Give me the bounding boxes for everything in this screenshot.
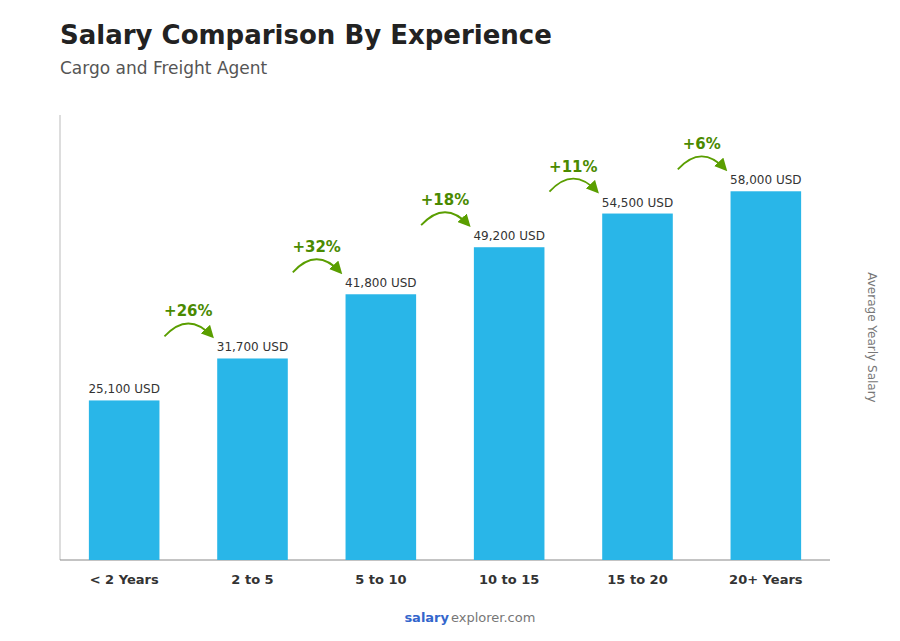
change-arrow <box>421 212 469 225</box>
title: Salary Comparison By Experience <box>60 20 552 50</box>
bars <box>89 191 801 560</box>
y-axis-label: Average Yearly Salary <box>865 272 879 402</box>
bar <box>731 191 802 560</box>
x-tick-label: 20+ Years <box>729 572 803 587</box>
change-label: +32% <box>292 238 340 256</box>
footer: explorer.com <box>451 610 535 625</box>
change-arrow <box>293 259 341 272</box>
change-arrow <box>164 323 212 336</box>
chart-svg: Salary Comparison By Experience Cargo and… <box>0 0 900 641</box>
subtitle: Cargo and Freight Agent <box>60 58 268 78</box>
y-axis-line <box>60 115 61 560</box>
background <box>0 0 900 641</box>
bar <box>602 214 673 560</box>
change-label: +26% <box>164 302 212 320</box>
change-arrow <box>678 156 726 169</box>
x-tick-label: 5 to 10 <box>355 572 406 587</box>
x-tick-label: < 2 Years <box>90 572 159 587</box>
data-label: 58,000 USD <box>730 173 801 187</box>
data-label: 54,500 USD <box>602 196 673 210</box>
bar <box>346 294 417 560</box>
chart-container: Salary Comparison By Experience Cargo and… <box>0 0 900 641</box>
bar <box>217 358 288 560</box>
footer: salary <box>404 610 449 625</box>
data-label: 49,200 USD <box>473 229 544 243</box>
bar <box>89 400 160 560</box>
change-label: +11% <box>549 158 597 176</box>
data-label: 31,700 USD <box>217 340 288 354</box>
data-label: 25,100 USD <box>88 382 159 396</box>
x-tick-label: 10 to 15 <box>479 572 539 587</box>
change-arrow <box>549 179 597 192</box>
data-label: 41,800 USD <box>345 276 416 290</box>
x-axis-line <box>60 560 830 561</box>
change-label: +18% <box>421 191 469 209</box>
change-label: +6% <box>683 135 721 153</box>
x-tick-label: 2 to 5 <box>231 572 273 587</box>
x-tick-label: 15 to 20 <box>607 572 667 587</box>
bar <box>474 247 545 560</box>
